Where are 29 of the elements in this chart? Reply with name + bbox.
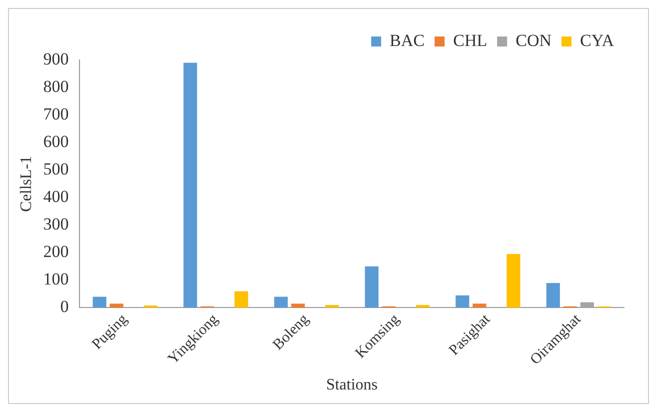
y-tick-label: 700 bbox=[43, 104, 69, 124]
y-tick-label: 0 bbox=[60, 297, 69, 316]
legend-label: CON bbox=[516, 30, 552, 50]
x-axis-title: Stations bbox=[326, 376, 378, 394]
y-tick-label: 200 bbox=[43, 242, 69, 262]
legend-label: CYA bbox=[580, 30, 615, 50]
bar bbox=[472, 304, 486, 308]
bar bbox=[364, 266, 378, 308]
y-tick-label: 900 bbox=[43, 49, 69, 68]
bar bbox=[456, 295, 470, 308]
y-tick-label: 300 bbox=[43, 214, 69, 234]
bar bbox=[183, 62, 198, 308]
legend-label: BAC bbox=[390, 30, 425, 50]
bar bbox=[110, 304, 124, 308]
bar bbox=[274, 296, 288, 308]
y-tick-label: 500 bbox=[43, 160, 69, 179]
bar bbox=[416, 304, 430, 308]
y-tick-label: 800 bbox=[43, 76, 69, 96]
bar bbox=[234, 291, 248, 308]
bar bbox=[546, 282, 560, 308]
legend-label: CHL bbox=[453, 30, 488, 50]
y-axis-title: CellsL-1 bbox=[18, 156, 35, 212]
y-tick-label: 100 bbox=[43, 270, 69, 289]
bar bbox=[92, 296, 106, 308]
y-tick-label: 600 bbox=[43, 132, 69, 152]
y-tick-label: 400 bbox=[43, 187, 69, 206]
bar bbox=[506, 254, 520, 308]
bar bbox=[291, 304, 305, 308]
bar bbox=[325, 304, 339, 308]
